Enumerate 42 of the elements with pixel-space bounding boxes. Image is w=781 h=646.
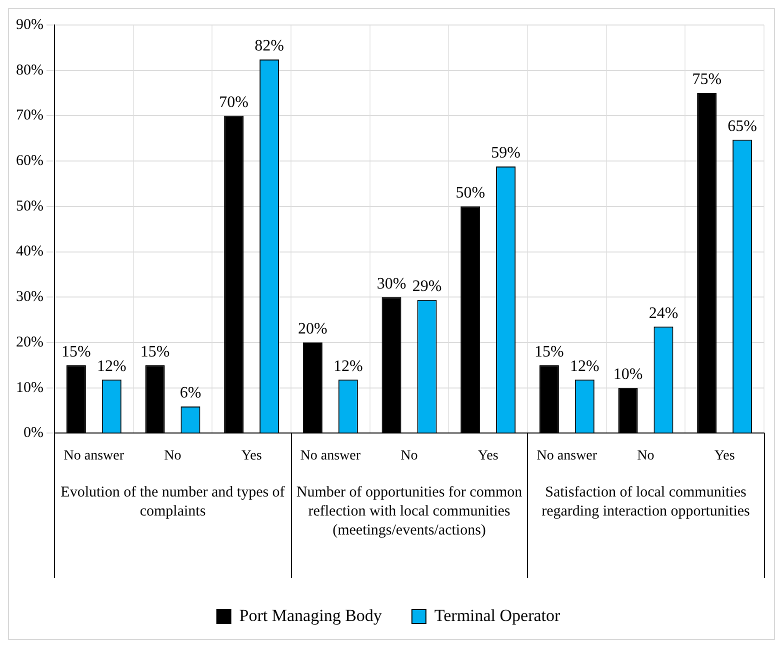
data-label: 10% [613, 366, 643, 384]
y-tick-label: 30% [16, 289, 44, 306]
data-label: 12% [96, 358, 126, 375]
text: Evolution of the number and types of complaints [60, 484, 285, 520]
x-tick-label: No answer [300, 448, 361, 464]
data-label: 12% [333, 358, 363, 375]
x-tick-label: Yes [478, 448, 498, 464]
x-tick-label: No [164, 448, 182, 464]
data-label: 65% [728, 118, 757, 135]
data-label: 75% [692, 71, 722, 88]
y-tick-label: 80% [16, 62, 44, 78]
data-label: 59% [491, 144, 520, 162]
y-tick-label: 0% [23, 425, 44, 442]
legend-label: Port Managing Body [239, 606, 382, 625]
data-label: 15% [534, 343, 564, 360]
x-tick-label: No answer [64, 448, 124, 464]
data-label: 30% [376, 275, 406, 292]
data-label: 15% [62, 343, 91, 360]
y-tick-label: 10% [16, 380, 44, 396]
data-label: 15% [140, 343, 170, 360]
x-tick-label: No [637, 448, 654, 464]
x-tick-label: No answer [536, 448, 598, 464]
data-label: 29% [412, 278, 442, 296]
y-tick-label: 40% [16, 244, 44, 260]
data-label: 70% [219, 94, 249, 111]
legend-label: Terminal Operator [434, 606, 561, 625]
y-tick-label: 60% [16, 153, 44, 170]
data-label: 24% [648, 304, 678, 322]
x-tick-label: Yes [241, 448, 262, 464]
y-tick-label: 70% [16, 108, 44, 124]
data-label: 82% [254, 38, 284, 55]
y-tick-label: 20% [16, 334, 44, 350]
text: Satisfaction of local communities regarding interaction opportunities [542, 484, 750, 520]
data-label: 12% [570, 358, 600, 375]
y-tick-label: 90% [16, 16, 44, 33]
data-label: 50% [456, 184, 486, 202]
x-tick-label: No [400, 448, 418, 464]
x-tick-label: Yes [714, 448, 735, 464]
y-tick-label: 50% [16, 198, 44, 214]
data-label: 6% [180, 384, 202, 402]
text: Number of opportunities for common reflection with local communities (meetings/events/actions) [296, 484, 523, 539]
data-label: 20% [298, 320, 328, 338]
